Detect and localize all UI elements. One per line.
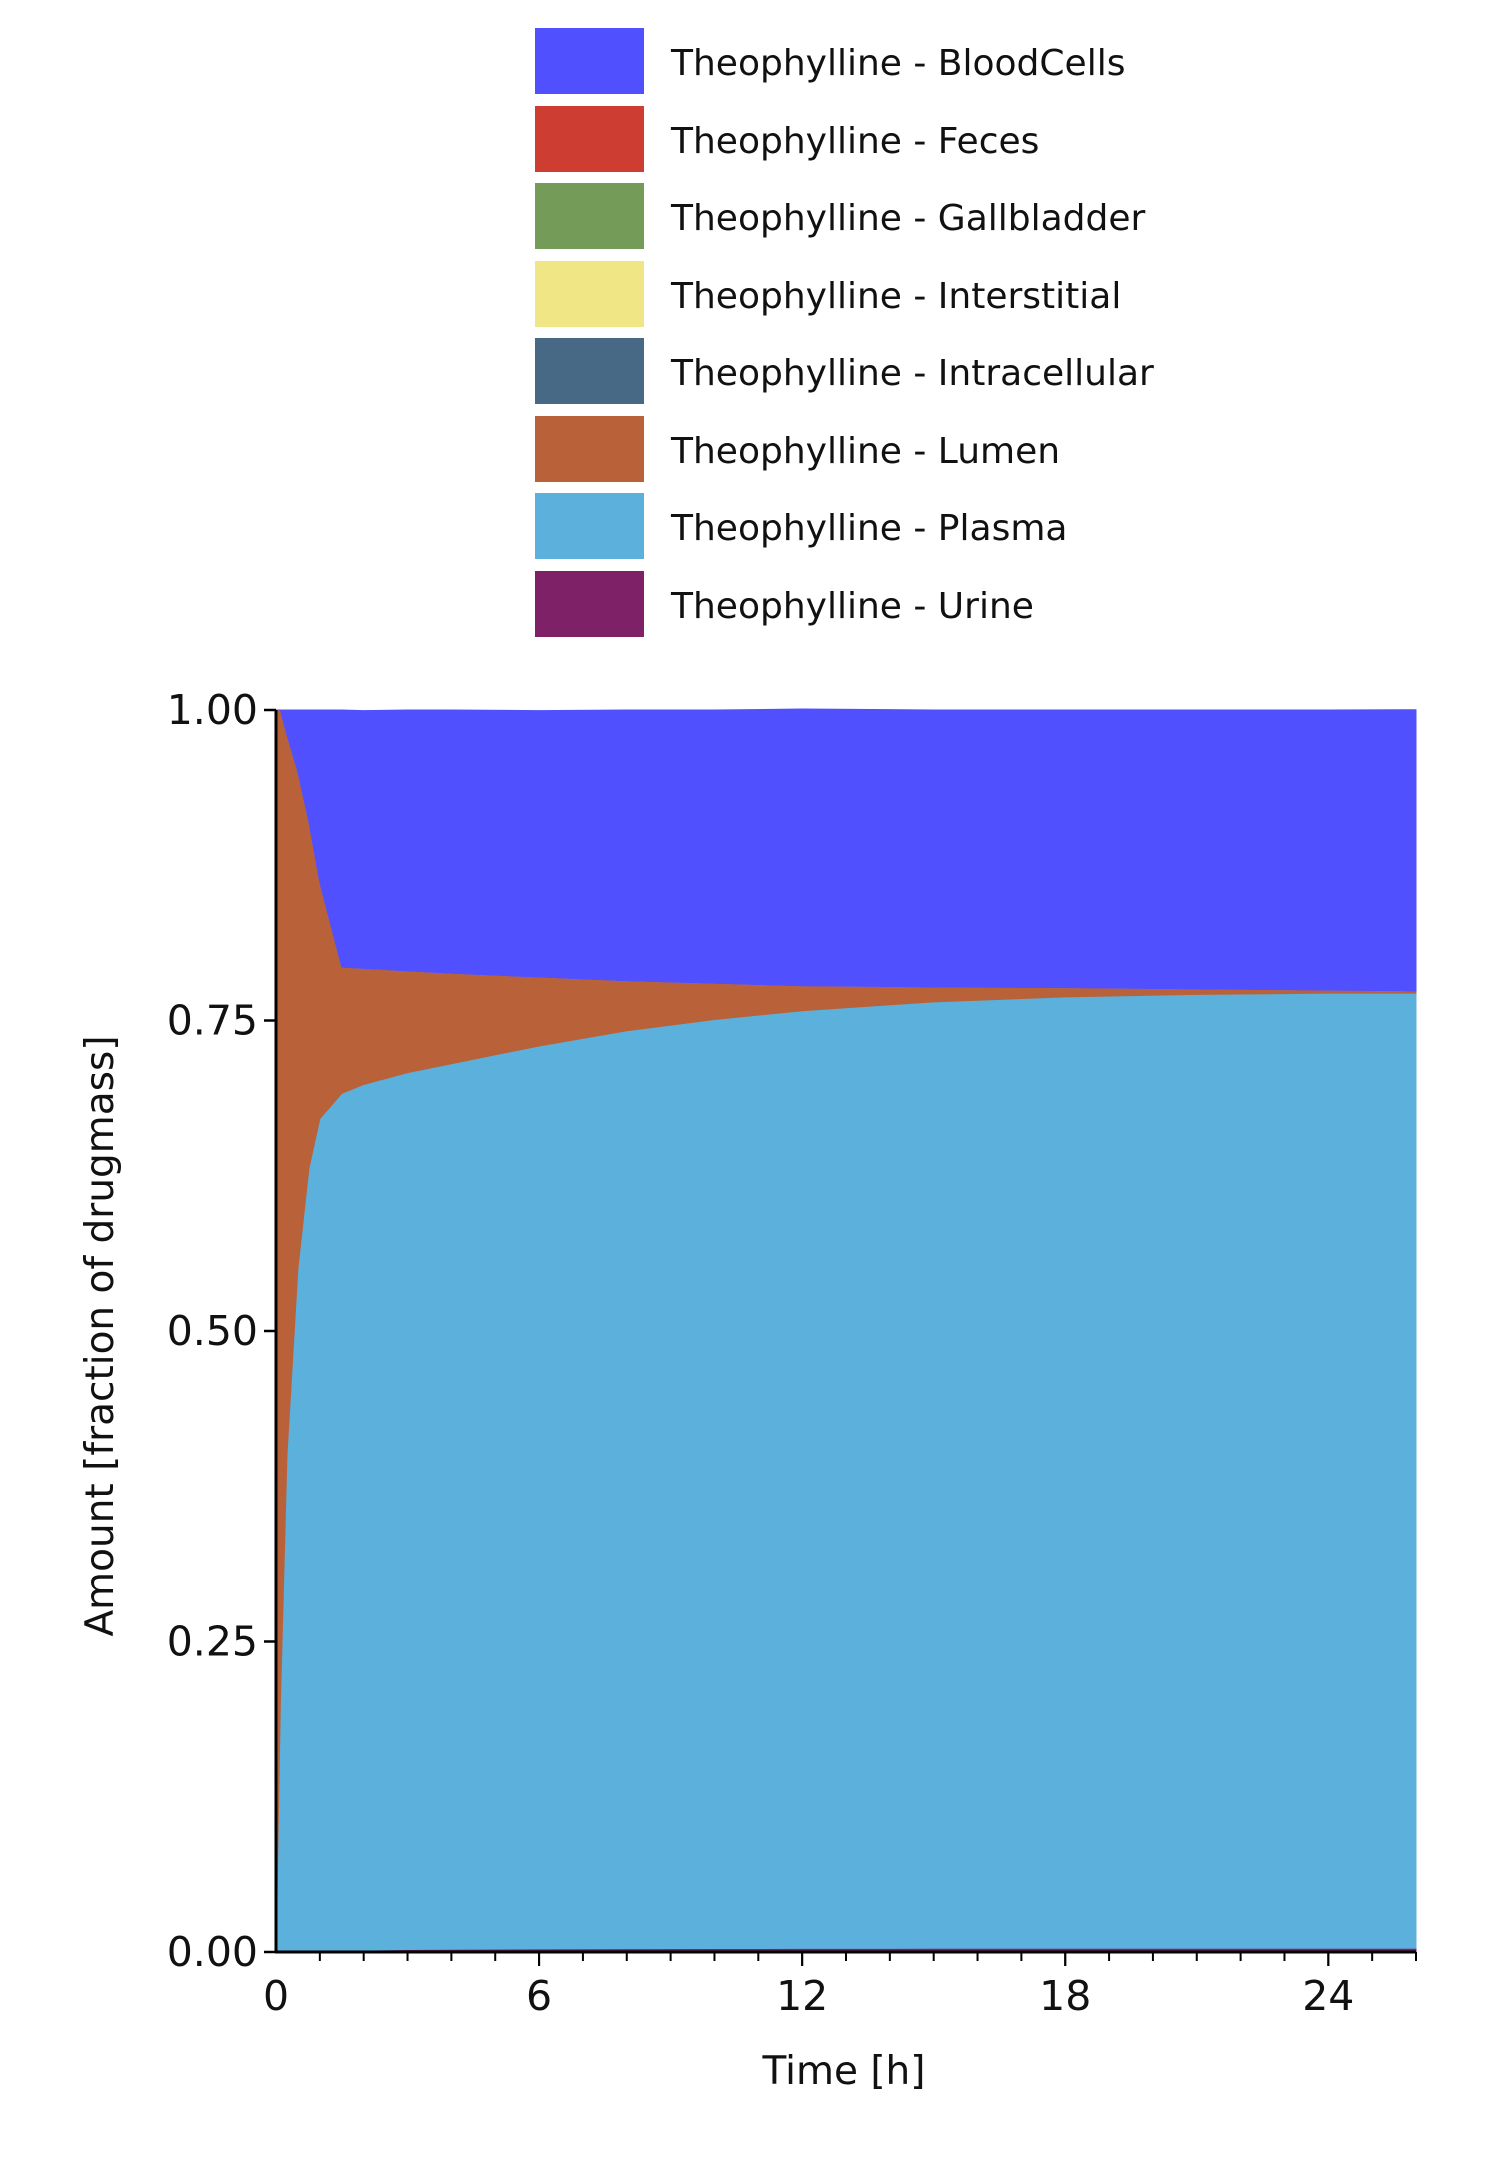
x-axis-title: Time [h] — [762, 2049, 926, 2094]
y-tick-label: 0.50 — [167, 1307, 258, 1355]
series-areas — [275, 708, 1417, 1953]
legend-swatch — [535, 338, 644, 404]
area-bloodcells — [276, 708, 1417, 992]
legend-label: Theophylline - Feces — [671, 120, 1040, 162]
legend-label: Theophylline - Lumen — [671, 430, 1061, 472]
legend-label: Theophylline - Intracellular — [671, 353, 1154, 394]
x-tick-label: 24 — [1302, 1972, 1354, 2020]
legend-swatch — [535, 28, 644, 94]
legend-item-gallbladder: Theophylline - Gallbladder — [535, 183, 1235, 249]
y-tick-label: 0.00 — [167, 1928, 258, 1976]
legend-swatch — [535, 570, 644, 637]
legend-item-intracellular: Theophylline - Intracellular — [535, 338, 1235, 404]
x-tick-label: 12 — [776, 1972, 828, 2020]
legend-swatch — [535, 260, 644, 327]
legend-item-urine: Theophylline - Urine — [535, 570, 1235, 637]
y-tick-label: 1.00 — [167, 686, 258, 734]
legend-item-plasma: Theophylline - Plasma — [535, 493, 1235, 559]
legend-swatch — [535, 183, 644, 249]
legend-swatch — [535, 415, 644, 482]
legend-label: Theophylline - Gallbladder — [671, 198, 1146, 239]
x-tick-label: 6 — [526, 1972, 552, 2020]
legend-item-interstitial: Theophylline - Interstitial — [535, 260, 1235, 327]
area-plasma — [275, 992, 1417, 1953]
legend-label: Theophylline - Interstitial — [671, 275, 1122, 317]
legend-swatch — [535, 493, 644, 559]
legend-item-lumen: Theophylline - Lumen — [535, 415, 1235, 482]
legend-item-feces: Theophylline - Feces — [535, 105, 1235, 172]
x-tick-label: 18 — [1039, 1972, 1091, 2020]
y-axis-title: Amount [fraction of drugmass] — [78, 1035, 123, 1636]
legend-swatch — [535, 105, 644, 172]
legend-label: Theophylline - Urine — [671, 585, 1034, 627]
legend-label: Theophylline - Plasma — [671, 508, 1068, 549]
legend-item-bloodcells: Theophylline - BloodCells — [535, 28, 1235, 94]
axes: 0.00 0.25 0.50 0.75 1.00 0 6 12 18 24 — [167, 686, 1417, 2020]
y-tick-label: 0.75 — [167, 997, 258, 1045]
legend-label: Theophylline - BloodCells — [671, 43, 1126, 84]
x-tick-label: 0 — [263, 1972, 289, 2020]
y-tick-label: 0.25 — [167, 1618, 258, 1666]
